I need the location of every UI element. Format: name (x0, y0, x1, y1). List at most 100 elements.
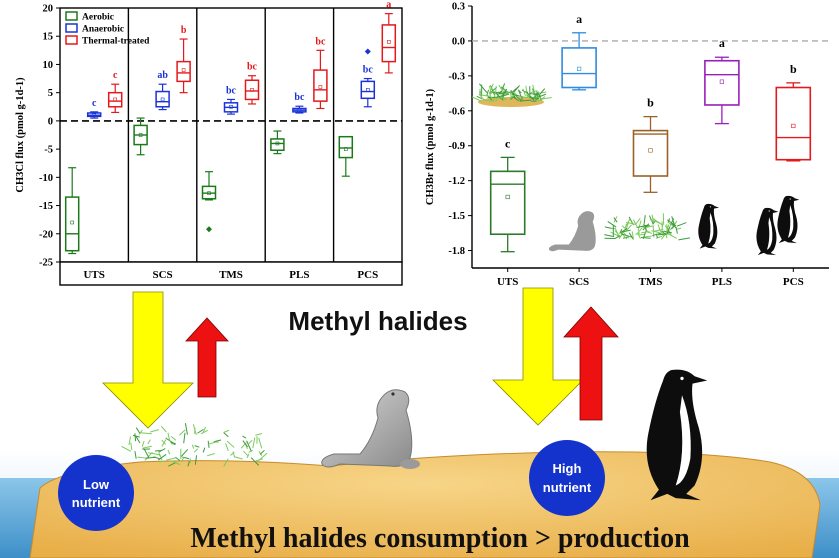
box-body (244, 79, 260, 101)
x-category-label: SCS (569, 276, 589, 288)
legend-label: Thermal-treated (82, 37, 150, 47)
significance-letter: c (113, 70, 118, 81)
box-mean-marker (318, 85, 323, 89)
x-category-label: UTS (497, 276, 518, 288)
box-mean-marker (138, 133, 143, 137)
x-category-label: PCS (357, 269, 378, 281)
legend-label: Anaerobic (82, 25, 124, 35)
box-mean-marker (343, 147, 348, 151)
box-mean-marker (297, 108, 302, 112)
box-body (338, 135, 354, 159)
x-category-label: SCS (153, 269, 173, 281)
x-category-label: TMS (219, 269, 243, 281)
y-tick-label: 15 (43, 32, 54, 43)
low-nutrient-badge: Low nutrient (58, 455, 134, 531)
y-tick-label: 0.3 (452, 2, 465, 13)
left-down-arrow (102, 291, 194, 429)
seal-icon (548, 211, 596, 252)
box-mean-marker (250, 88, 254, 92)
box-mean-marker (229, 104, 233, 109)
significance-letter: a (576, 12, 582, 26)
box-body (107, 91, 123, 108)
high-nutrient-line2: nutrient (543, 480, 592, 495)
significance-letter: bc (226, 85, 237, 96)
ch3br-boxplot-chart: 0.3 0.0 -0.3 -0.6 -0.9 -1.2 -1.5 -1.8 CH3Br flux… (425, 2, 829, 288)
x-category-label: TMS (639, 276, 663, 288)
y-tick-label: -1.8 (448, 246, 465, 257)
sand-island (29, 451, 821, 558)
significance-letter: bc (315, 36, 326, 47)
low-nutrient-line1: Low (83, 477, 110, 492)
box-mean-marker (275, 141, 280, 146)
box-mean-marker (648, 148, 653, 153)
y-tick-label: -1.5 (448, 211, 465, 222)
y-axis-label: CH3Br flux (pmol g-1d-1) (425, 88, 436, 205)
y-tick-label: 5 (48, 88, 53, 99)
y-tick-label: 0.0 (452, 36, 465, 47)
significance-letter: c (92, 98, 97, 109)
y-tick-label: -15 (39, 201, 53, 212)
box-mean-marker (365, 88, 370, 92)
y-tick-label: 20 (43, 4, 54, 15)
ch3cl-boxplot-chart: 20 15 10 5 0 -5 -10 -15 -20 -25 CH3Cl flux (pmol g… (15, 0, 403, 286)
box-body (489, 170, 526, 236)
y-tick-label: -10 (39, 173, 53, 184)
methyl-halides-title: Methyl halides (288, 306, 467, 336)
moss-bed-icon (471, 83, 552, 107)
box-outlier (206, 226, 212, 233)
right-up-arrow (563, 306, 619, 421)
significance-letter: bc (294, 92, 305, 103)
box-mean-marker (181, 68, 186, 72)
significance-letter: b (181, 25, 187, 36)
chart-legend: Aerobic Anaerobic Thermal-treated (65, 11, 150, 47)
legend-swatch (65, 11, 78, 21)
significance-letter: bc (363, 65, 374, 76)
significance-letter: bc (247, 62, 258, 73)
significance-letter: ab (157, 70, 168, 81)
legend-swatch (65, 23, 78, 33)
box-body (561, 47, 597, 89)
legend-swatch (65, 35, 78, 45)
moss-icon (121, 423, 268, 467)
y-tick-label: -1.2 (448, 176, 465, 187)
box-body (632, 129, 669, 177)
y-axis-label: CH3Cl flux (pmol g-1d-1) (15, 77, 26, 193)
category-strip (59, 261, 403, 286)
x-category-label: PLS (712, 276, 732, 288)
penguin-icon (646, 369, 708, 501)
y-tick-label: -0.9 (448, 141, 465, 152)
box-mean-marker (113, 97, 117, 102)
penguin-icon (698, 203, 720, 249)
box-body (704, 59, 740, 106)
x-category-label: PLS (289, 269, 309, 281)
bottom-caption: Methyl halides consumption > production (190, 523, 690, 554)
y-tick-label: -20 (39, 229, 53, 240)
significance-letter: a (719, 36, 725, 50)
seal-icon (321, 389, 420, 469)
y-tick-label: -5 (44, 145, 53, 156)
significance-letter: c (505, 136, 511, 150)
x-category-label: PCS (783, 276, 804, 288)
box-mean-marker (576, 66, 582, 71)
significance-letter: a (386, 0, 391, 11)
y-tick-label: 0 (48, 116, 53, 127)
y-tick-label: -0.3 (448, 71, 465, 82)
right-down-arrow (492, 287, 584, 426)
y-tick-label: -0.6 (448, 106, 465, 117)
box-mean-marker (719, 79, 724, 84)
box-mean-marker (92, 113, 96, 118)
box-body (155, 90, 170, 108)
box-mean-marker (207, 191, 211, 195)
box-body (270, 138, 285, 151)
moss-patch-icon (604, 213, 691, 241)
x-category-label: UTS (83, 269, 104, 281)
box-mean-marker (160, 97, 165, 102)
low-nutrient-line2: nutrient (72, 495, 121, 510)
box-mean-marker (791, 123, 796, 129)
high-nutrient-badge: High nutrient (529, 440, 605, 516)
box-mean-marker (505, 194, 510, 200)
box-outlier (364, 48, 371, 55)
significance-letter: b (790, 62, 797, 76)
chart-frame (59, 7, 403, 263)
